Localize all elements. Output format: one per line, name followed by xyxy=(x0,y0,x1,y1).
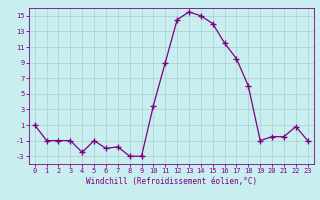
X-axis label: Windchill (Refroidissement éolien,°C): Windchill (Refroidissement éolien,°C) xyxy=(86,177,257,186)
